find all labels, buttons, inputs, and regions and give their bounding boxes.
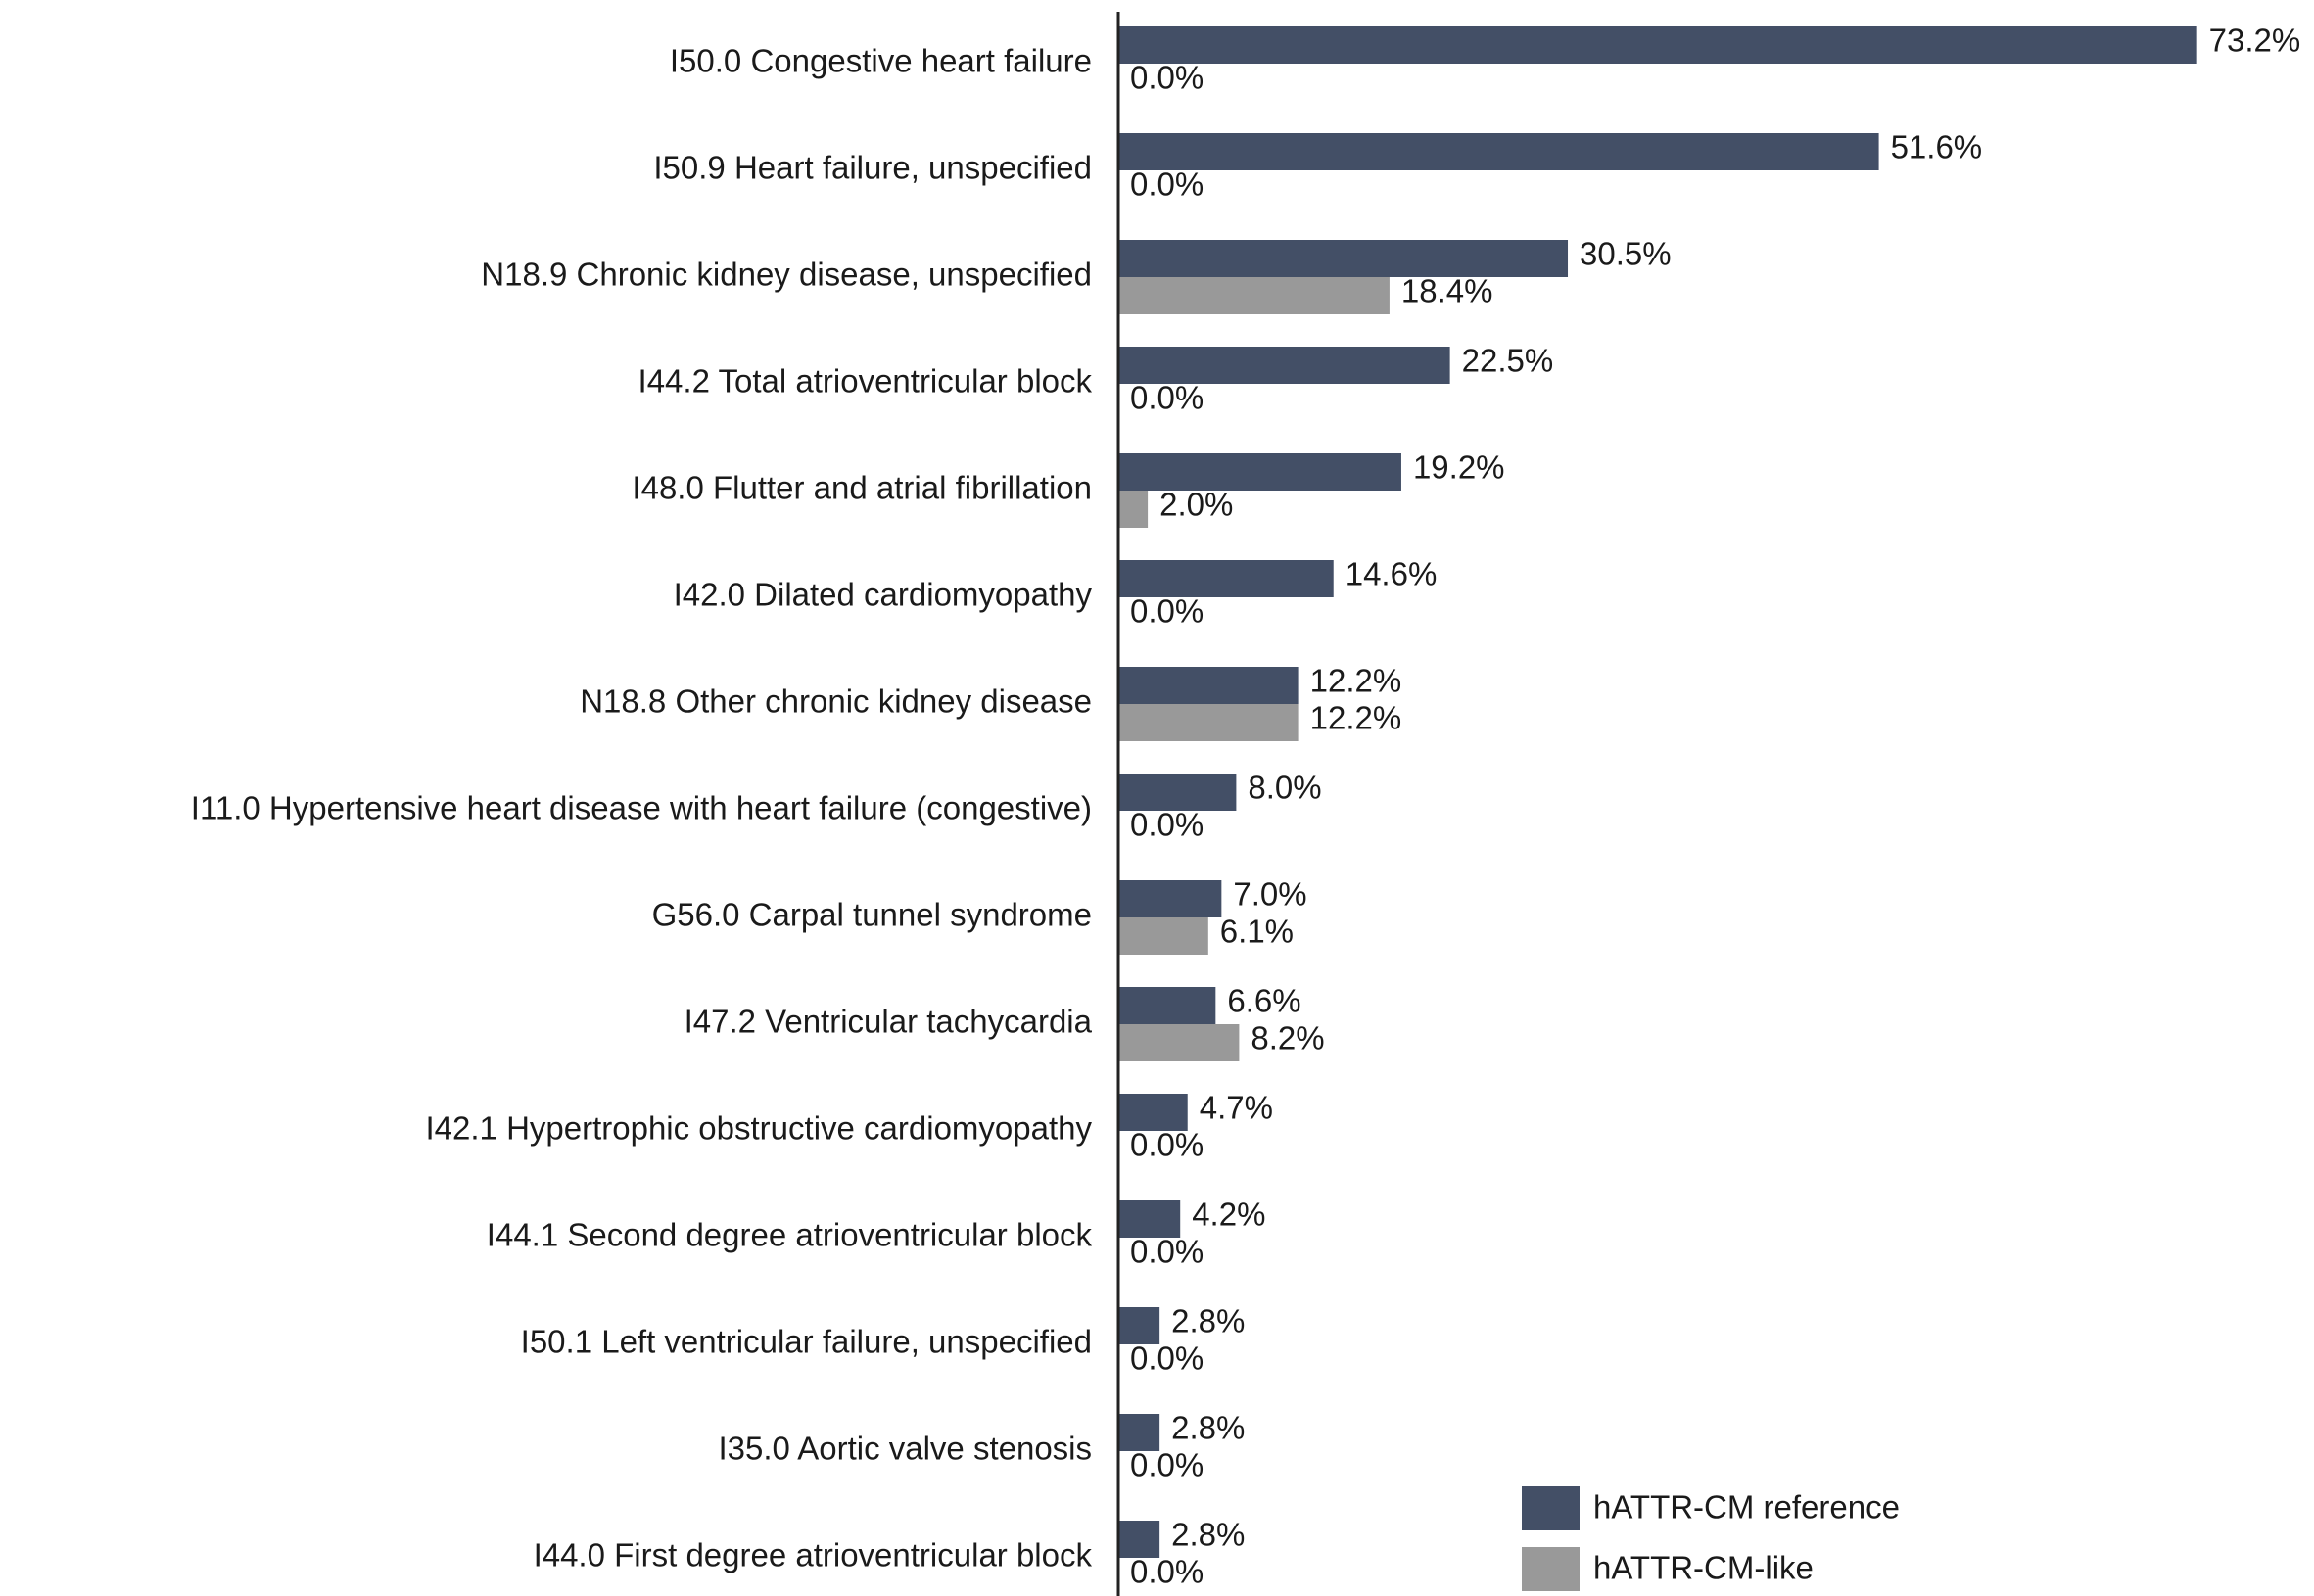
- value-label: 30.5%: [1580, 236, 1672, 272]
- value-label: 14.6%: [1346, 556, 1438, 592]
- bar: [1118, 1307, 1160, 1344]
- value-label: 0.0%: [1130, 1340, 1204, 1377]
- category-label: I42.0 Dilated cardiomyopathy: [674, 577, 1093, 613]
- bar: [1118, 240, 1569, 277]
- value-label: 2.8%: [1171, 1410, 1245, 1446]
- category-label: I47.2 Ventricular tachycardia: [685, 1004, 1093, 1040]
- category-label: I42.1 Hypertrophic obstructive cardiomyo…: [426, 1110, 1093, 1147]
- bar: [1118, 1200, 1181, 1238]
- value-label: 8.2%: [1251, 1020, 1324, 1056]
- category-label: I35.0 Aortic valve stenosis: [718, 1431, 1092, 1467]
- category-label: I11.0 Hypertensive heart disease with he…: [191, 790, 1092, 826]
- bar: [1118, 453, 1401, 491]
- value-label: 0.0%: [1130, 380, 1204, 416]
- bar: [1118, 347, 1450, 384]
- category-label: I48.0 Flutter and atrial fibrillation: [632, 470, 1092, 506]
- value-label: 0.0%: [1130, 166, 1204, 203]
- value-label: 0.0%: [1130, 1234, 1204, 1270]
- value-label: 22.5%: [1462, 343, 1554, 379]
- value-label: 0.0%: [1130, 60, 1204, 96]
- value-label: 12.2%: [1310, 663, 1402, 699]
- value-label: 19.2%: [1413, 449, 1505, 486]
- bar: [1118, 774, 1237, 811]
- value-label: 2.0%: [1159, 487, 1233, 523]
- category-label: I44.2 Total atrioventricular block: [638, 363, 1093, 399]
- value-label: 2.8%: [1171, 1303, 1245, 1339]
- bar: [1118, 704, 1299, 741]
- category-label: I50.1 Left ventricular failure, unspecif…: [521, 1324, 1092, 1360]
- legend-label: hATTR-CM reference: [1593, 1489, 1900, 1526]
- category-label: I44.1 Second degree atrioventricular blo…: [487, 1217, 1093, 1253]
- bar: [1118, 1094, 1188, 1131]
- legend-swatch: [1522, 1547, 1580, 1591]
- bar: [1118, 987, 1216, 1024]
- legend-label: hATTR-CM-like: [1593, 1550, 1814, 1586]
- bar: [1118, 491, 1149, 528]
- category-label: I50.0 Congestive heart failure: [670, 43, 1092, 79]
- category-label: N18.9 Chronic kidney disease, unspecifie…: [481, 257, 1092, 293]
- bar: [1118, 880, 1222, 917]
- category-label: I50.9 Heart failure, unspecified: [653, 150, 1092, 186]
- value-label: 0.0%: [1130, 1127, 1204, 1163]
- bar: [1118, 1024, 1240, 1061]
- value-label: 4.2%: [1192, 1197, 1265, 1233]
- bar: [1118, 133, 1879, 170]
- value-label: 4.7%: [1200, 1090, 1273, 1126]
- value-label: 0.0%: [1130, 593, 1204, 630]
- value-label: 12.2%: [1310, 700, 1402, 736]
- value-label: 51.6%: [1891, 129, 1983, 165]
- bar: [1118, 26, 2197, 64]
- value-label: 73.2%: [2209, 23, 2301, 59]
- value-label: 18.4%: [1401, 273, 1493, 309]
- bar: [1118, 277, 1390, 314]
- value-label: 7.0%: [1233, 876, 1306, 913]
- category-label: N18.8 Other chronic kidney disease: [580, 683, 1092, 720]
- bar: [1118, 1521, 1160, 1558]
- bar: [1118, 667, 1299, 704]
- value-label: 0.0%: [1130, 1447, 1204, 1483]
- value-label: 6.6%: [1227, 983, 1300, 1019]
- value-label: 0.0%: [1130, 807, 1204, 843]
- legend-swatch: [1522, 1486, 1580, 1530]
- bar: [1118, 1414, 1160, 1451]
- value-label: 0.0%: [1130, 1554, 1204, 1590]
- bar: [1118, 560, 1334, 597]
- category-label: G56.0 Carpal tunnel syndrome: [652, 897, 1092, 933]
- value-label: 6.1%: [1220, 914, 1294, 950]
- bar: [1118, 917, 1208, 955]
- category-label: I44.0 First degree atrioventricular bloc…: [534, 1537, 1093, 1573]
- value-label: 2.8%: [1171, 1517, 1245, 1553]
- value-label: 8.0%: [1248, 770, 1321, 806]
